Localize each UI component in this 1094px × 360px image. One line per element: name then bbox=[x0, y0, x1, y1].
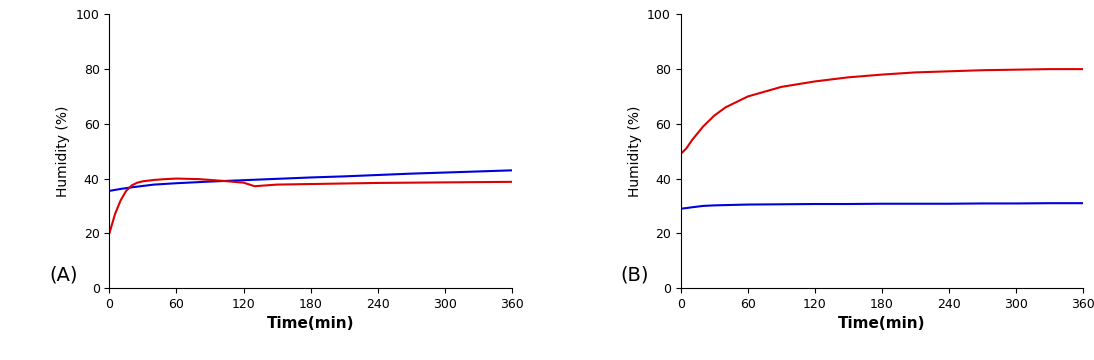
Y-axis label: Humidity (%): Humidity (%) bbox=[628, 105, 641, 197]
X-axis label: Time(min): Time(min) bbox=[838, 316, 926, 331]
X-axis label: Time(min): Time(min) bbox=[267, 316, 354, 331]
Text: (A): (A) bbox=[49, 265, 78, 284]
Text: (B): (B) bbox=[620, 265, 649, 284]
Y-axis label: Humidity (%): Humidity (%) bbox=[56, 105, 70, 197]
